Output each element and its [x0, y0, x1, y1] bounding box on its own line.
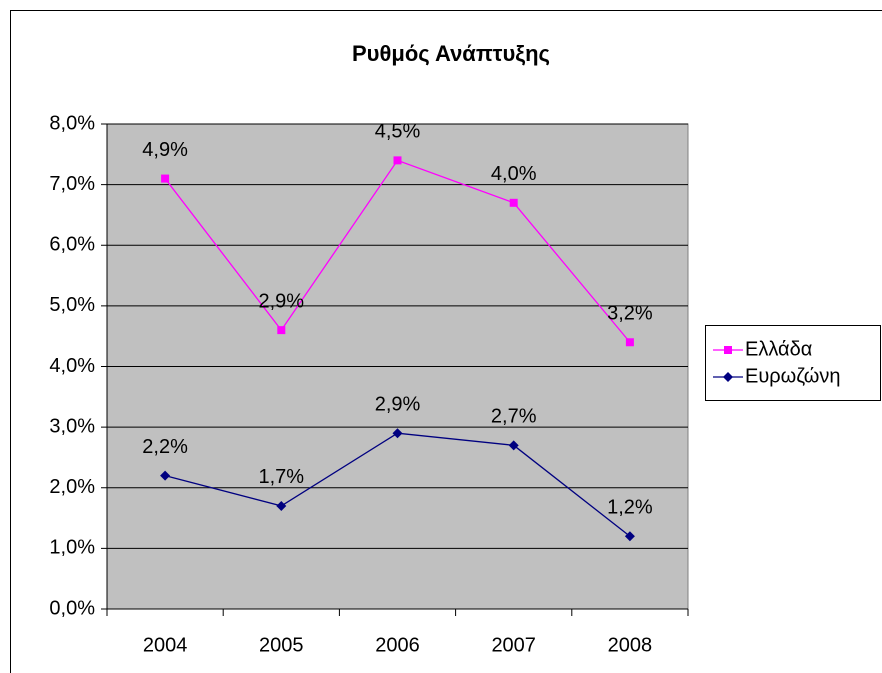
y-tick-label: 3,0%: [49, 415, 95, 437]
y-tick-label: 6,0%: [49, 234, 95, 256]
marker: [624, 531, 635, 542]
y-tick-label: 0,0%: [49, 597, 95, 619]
marker: [723, 372, 733, 382]
marker: [392, 428, 403, 439]
data-label: 2,2%: [142, 436, 188, 458]
y-tick-label: 2,0%: [49, 476, 95, 498]
data-label: 4,0%: [491, 163, 537, 185]
chart-title: Ρυθμός Ανάπτυξης: [352, 41, 550, 66]
marker: [276, 500, 287, 511]
marker: [160, 470, 171, 481]
y-tick-label: 8,0%: [49, 112, 95, 134]
y-tick-label: 4,0%: [49, 355, 95, 377]
data-label: 3,2%: [607, 303, 653, 325]
data-label: 1,2%: [607, 497, 653, 519]
legend-label: Ελλάδα: [745, 338, 812, 360]
data-label: 1,7%: [259, 466, 305, 488]
data-label: 4,9%: [142, 139, 188, 161]
legend-label: Ευρωζώνη: [745, 365, 841, 387]
x-tick-label: 2008: [608, 634, 653, 656]
data-label: 2,9%: [259, 290, 305, 312]
x-tick-label: 2007: [491, 634, 536, 656]
x-tick-label: 2006: [375, 634, 420, 656]
data-label: 2,7%: [491, 406, 537, 428]
marker: [508, 440, 519, 451]
x-tick-label: 2004: [143, 634, 188, 656]
data-label: 4,5%: [375, 121, 421, 143]
marker: [625, 338, 634, 347]
y-tick-label: 7,0%: [49, 173, 95, 195]
x-tick-label: 2005: [259, 634, 304, 656]
marker: [724, 346, 732, 354]
marker: [277, 326, 286, 335]
marker: [161, 174, 170, 183]
data-label: 2,9%: [375, 393, 421, 415]
marker: [393, 156, 402, 165]
y-tick-label: 1,0%: [49, 537, 95, 559]
marker: [509, 198, 518, 207]
legend-box: [705, 325, 881, 401]
y-tick-label: 5,0%: [49, 294, 95, 316]
